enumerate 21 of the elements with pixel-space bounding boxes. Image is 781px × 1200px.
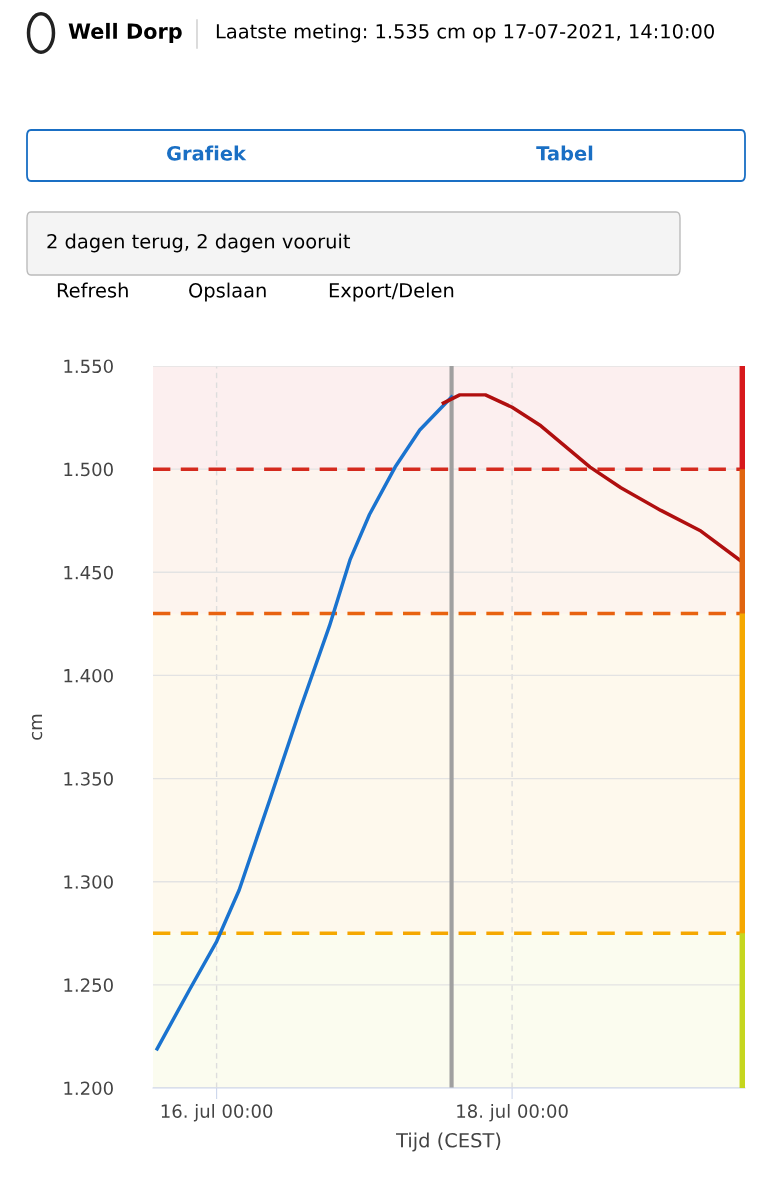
text: Grafiek	[167, 145, 247, 161]
y-tick-label: 1.450	[64, 565, 113, 580]
y-axis-title: cm	[31, 714, 43, 740]
text: Export/Delen	[329, 282, 454, 302]
text: Opslaan	[189, 282, 266, 302]
y-tick-label: 1.500	[64, 462, 113, 477]
y-tick-label: 1.300	[64, 875, 113, 889]
text: 2 dagen terug, 2 dagen vooruit	[47, 233, 351, 253]
line-series	[155, 395, 454, 1051]
y-tick-label: 1.350	[64, 772, 113, 786]
x-tick-label: 16. jul 00:00	[161, 1103, 273, 1122]
y-tick-label: 1.250	[64, 978, 113, 992]
y-tick-label: 1.550	[64, 359, 113, 374]
y-tick-label: 1.400	[64, 668, 113, 683]
text: Refresh	[57, 282, 128, 298]
x-tick-label: 18. jul 00:00	[457, 1103, 568, 1122]
text: Tabel	[536, 145, 593, 161]
y-tick-label: 1.200	[64, 1081, 113, 1096]
x-axis-title: Tijd (CEST)	[396, 1132, 501, 1152]
chart-title: Well Dorp	[68, 22, 182, 44]
chart-subtitle: Laatste meting: 1.535 cm op 17-07-2021, 14:10:00	[216, 23, 714, 43]
